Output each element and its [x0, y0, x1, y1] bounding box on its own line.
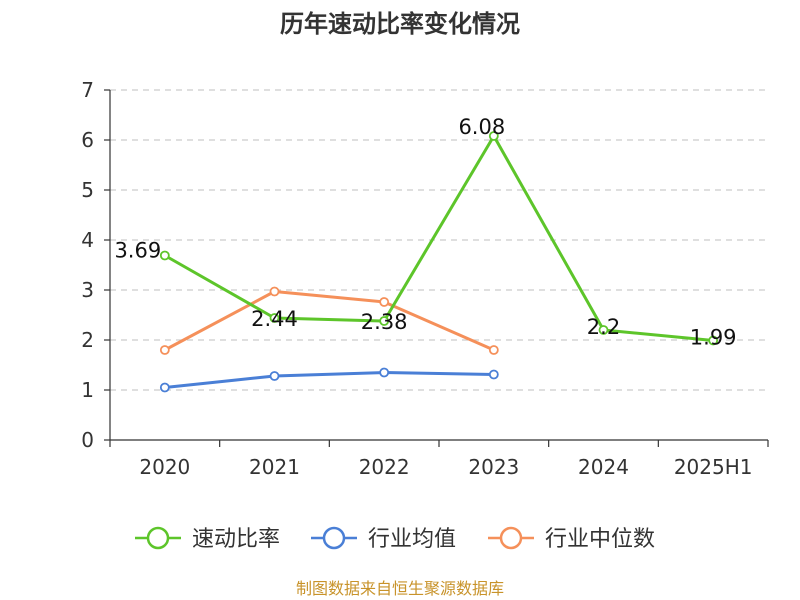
data-point	[159, 345, 170, 355]
data-label: 2.2	[587, 315, 620, 339]
x-tick-label: 2025H1	[674, 455, 753, 479]
data-point	[269, 313, 280, 323]
y-tick-label: 0	[81, 428, 94, 452]
y-tick-label: 6	[81, 128, 94, 152]
x-tick-label: 2023	[468, 455, 519, 479]
y-tick-label: 5	[81, 178, 94, 202]
data-point	[159, 250, 170, 261]
data-labels: 3.69 2.44 2.38 6.08 2.2 1.99	[114, 115, 736, 350]
y-tick-label: 1	[81, 378, 94, 402]
x-tick-label: 2024	[578, 455, 629, 479]
y-tick-label: 3	[81, 278, 94, 302]
series-line-0	[164, 134, 714, 342]
data-point	[598, 325, 609, 335]
data-label: 2.38	[361, 310, 408, 334]
legend-item-0[interactable]: 速动比率	[135, 526, 280, 552]
legend-item-2[interactable]: 行业中位数	[488, 526, 655, 552]
legend-item-1[interactable]: 行业均值	[311, 526, 456, 552]
data-point	[269, 286, 280, 297]
data-label: 6.08	[458, 115, 505, 139]
y-tick-label: 2	[81, 328, 94, 352]
axes: 0 1 2 3 4 5 6 7 2020 2021 2022 2023 2024 2025H1	[81, 78, 769, 479]
data-point	[708, 335, 719, 346]
data-point	[379, 316, 390, 326]
legend-marker	[322, 526, 346, 550]
legend-label: 行业中位数	[545, 527, 655, 552]
data-point	[159, 382, 170, 393]
series-line-2	[164, 290, 495, 352]
legend-label: 行业均值	[368, 527, 456, 552]
source-note: 制图数据来自恒生聚源数据库	[296, 579, 504, 598]
legend-marker	[146, 526, 170, 550]
x-tick-label: 2022	[359, 455, 410, 479]
y-tick-label: 4	[81, 228, 94, 252]
legend[interactable]: 速动比率 行业均值 行业中位数	[135, 526, 655, 552]
data-point	[379, 297, 390, 307]
data-label: 2.44	[251, 307, 298, 331]
data-label: 1.99	[690, 326, 737, 350]
data-point	[269, 371, 280, 381]
data-point	[488, 131, 499, 141]
data-label: 3.69	[114, 239, 161, 263]
x-tick-label: 2021	[249, 455, 300, 479]
series-line-1	[164, 371, 494, 389]
series-layer	[159, 131, 719, 393]
chart-title: 历年速动比率变化情况	[280, 10, 520, 38]
data-point	[488, 369, 499, 380]
legend-marker	[499, 526, 523, 550]
x-tick-label: 2020	[139, 455, 190, 479]
data-point	[488, 345, 499, 355]
grid	[110, 89, 768, 391]
data-point	[379, 367, 390, 378]
y-tick-label: 7	[81, 78, 94, 102]
legend-label: 速动比率	[192, 527, 280, 552]
